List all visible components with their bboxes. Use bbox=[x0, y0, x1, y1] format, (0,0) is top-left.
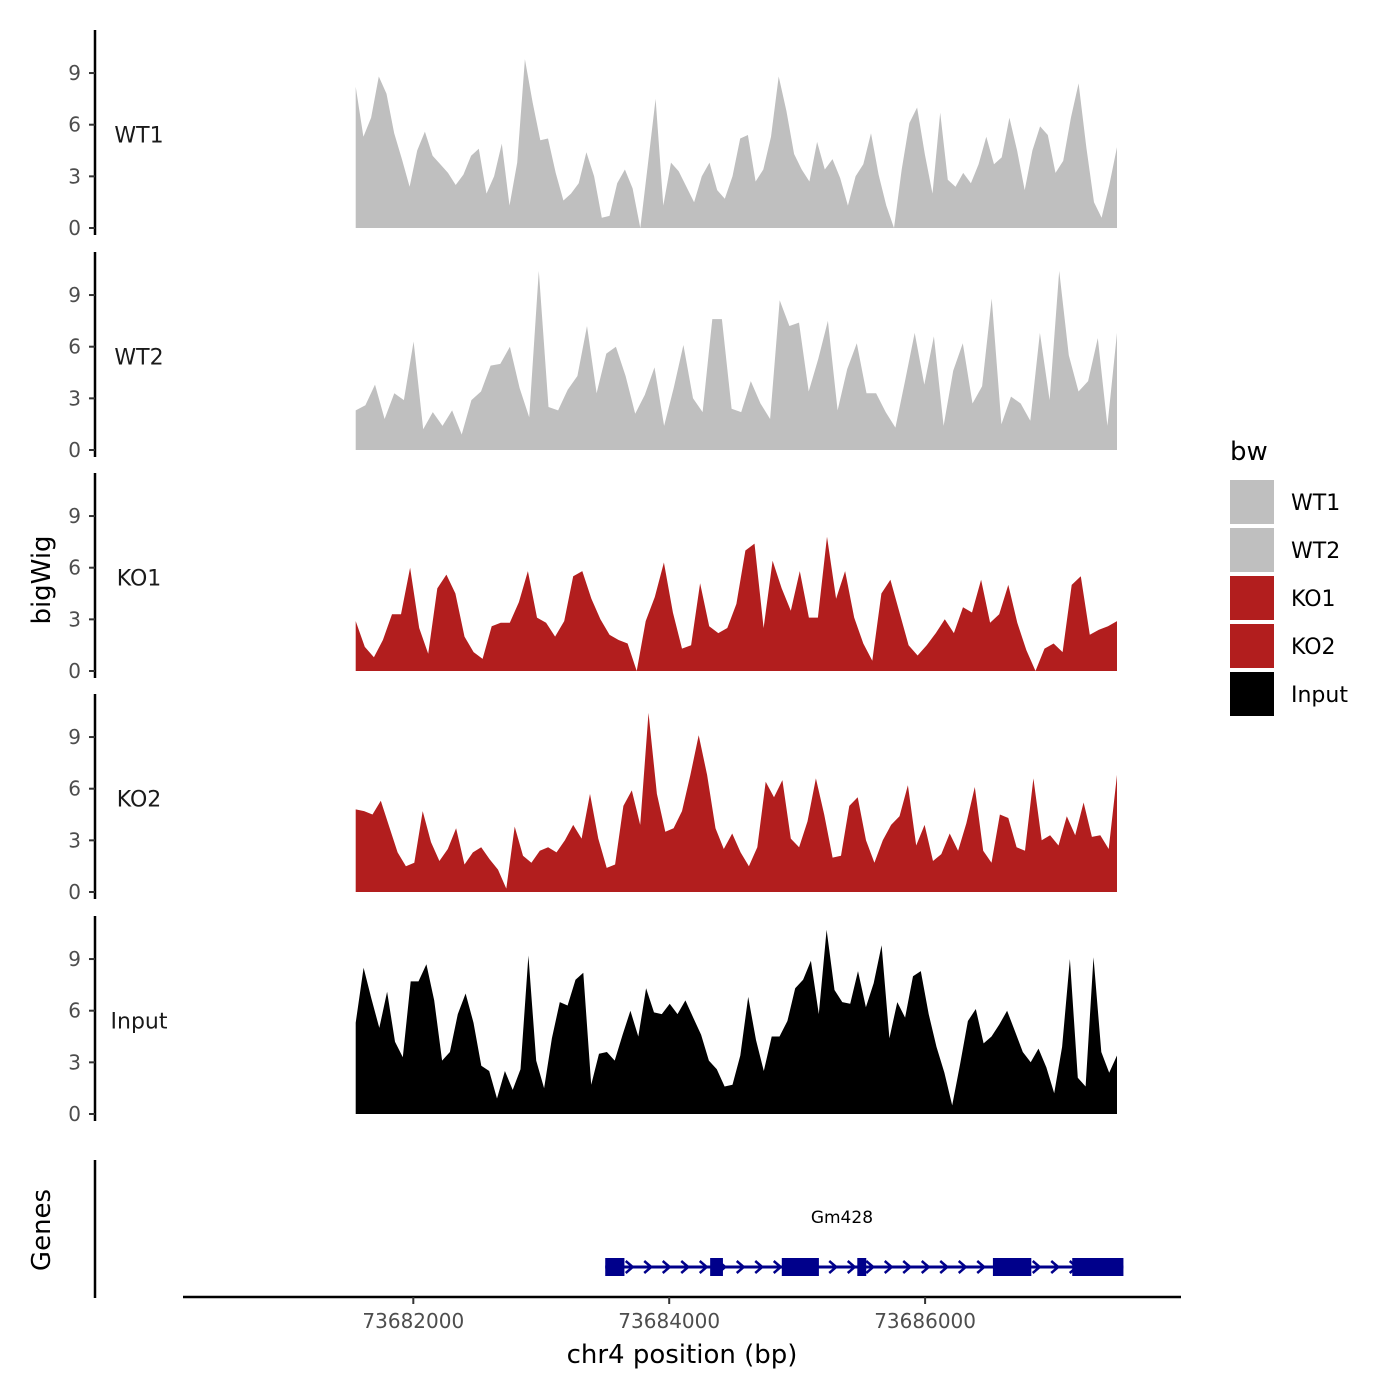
legend-label-wt1: WT1 bbox=[1291, 491, 1340, 516]
strand-arrow bbox=[772, 1260, 783, 1274]
y-tick-label: 9 bbox=[68, 504, 81, 528]
gene-exon bbox=[781, 1258, 819, 1276]
track-label-wt2: WT2 bbox=[114, 346, 163, 371]
y-tick-label: 3 bbox=[68, 164, 81, 188]
strand-arrow bbox=[643, 1260, 654, 1274]
legend-key-wt1 bbox=[1230, 480, 1274, 524]
legend-key-ko2 bbox=[1230, 624, 1274, 668]
y-tick-label: 0 bbox=[68, 659, 81, 683]
gene-name-label: Gm428 bbox=[811, 1208, 873, 1228]
legend-key-ko1 bbox=[1230, 576, 1274, 620]
track-input: 0 3 6 9 Input bbox=[68, 916, 1117, 1126]
coverage-tracks: 0 3 6 9 WT1 0 3 6 9 WT2 0 3 6 9 KO1 0 3 6 9 KO2 0 3 6 9 Input bbox=[68, 30, 1117, 1126]
track-wt1: 0 3 6 9 WT1 bbox=[68, 30, 1117, 240]
y-tick-label: 0 bbox=[68, 216, 81, 240]
strand-arrow bbox=[865, 1260, 876, 1274]
track-label-input: Input bbox=[111, 1010, 168, 1035]
x-axis: 73682000 73684000 73686000 bbox=[183, 1295, 1181, 1333]
gene-exon bbox=[857, 1258, 867, 1276]
legend: bw WT1 WT2 KO1 KO2 Input bbox=[1230, 437, 1348, 716]
legend-title: bw bbox=[1230, 437, 1268, 467]
strand-arrow bbox=[846, 1260, 857, 1274]
legend-key-wt2 bbox=[1230, 528, 1274, 572]
x-tick-label: 73684000 bbox=[618, 1309, 720, 1333]
gene-panel: Gm428 bbox=[93, 1160, 1124, 1298]
strand-arrow bbox=[1050, 1260, 1061, 1274]
y-tick-label: 6 bbox=[68, 113, 81, 137]
track-label-wt1: WT1 bbox=[114, 124, 163, 149]
strand-arrow bbox=[902, 1260, 913, 1274]
gene-exon bbox=[710, 1258, 723, 1276]
x-axis-title: chr4 position (bp) bbox=[567, 1340, 798, 1370]
strand-arrow bbox=[976, 1260, 987, 1274]
legend-label-ko1: KO1 bbox=[1291, 587, 1336, 612]
strand-arrow bbox=[735, 1260, 746, 1274]
genes-axis-title: Genes bbox=[27, 1189, 57, 1271]
legend-label-input: Input bbox=[1291, 683, 1348, 708]
track-label-ko2: KO2 bbox=[117, 788, 162, 813]
y-tick-label: 0 bbox=[68, 1102, 81, 1126]
area-wt2 bbox=[355, 270, 1117, 450]
track-ko2: 0 3 6 9 KO2 bbox=[68, 694, 1117, 904]
strand-arrow bbox=[883, 1260, 894, 1274]
legend-label-ko2: KO2 bbox=[1291, 635, 1336, 660]
y-tick-label: 3 bbox=[68, 386, 81, 410]
gene-exon bbox=[605, 1258, 625, 1276]
area-input bbox=[355, 929, 1117, 1114]
strand-arrow bbox=[661, 1260, 672, 1274]
gene-exon bbox=[992, 1258, 1032, 1276]
y-tick-label: 9 bbox=[68, 947, 81, 971]
area-ko1 bbox=[355, 536, 1117, 671]
y-tick-label: 9 bbox=[68, 283, 81, 307]
area-wt1 bbox=[355, 59, 1117, 228]
y-tick-label: 3 bbox=[68, 1050, 81, 1074]
gene-exon bbox=[1072, 1258, 1124, 1276]
track-ko1: 0 3 6 9 KO1 bbox=[68, 473, 1117, 683]
y-tick-label: 9 bbox=[68, 725, 81, 749]
x-tick-label: 73682000 bbox=[362, 1309, 464, 1333]
y-tick-label: 9 bbox=[68, 61, 81, 85]
y-tick-label: 6 bbox=[68, 999, 81, 1023]
strand-arrow bbox=[939, 1260, 950, 1274]
track-wt2: 0 3 6 9 WT2 bbox=[68, 252, 1117, 462]
strand-arrow bbox=[920, 1260, 931, 1274]
legend-label-wt2: WT2 bbox=[1291, 539, 1340, 564]
strand-arrow bbox=[828, 1260, 839, 1274]
y-tick-label: 3 bbox=[68, 607, 81, 631]
strand-arrow bbox=[1031, 1260, 1042, 1274]
y-tick-label: 3 bbox=[68, 828, 81, 852]
strand-arrow bbox=[754, 1260, 765, 1274]
y-tick-label: 0 bbox=[68, 438, 81, 462]
strand-arrow bbox=[957, 1260, 968, 1274]
strand-arrow bbox=[698, 1260, 709, 1274]
legend-key-input bbox=[1230, 672, 1274, 716]
y-tick-label: 6 bbox=[68, 556, 81, 580]
track-label-ko1: KO1 bbox=[117, 567, 162, 592]
y-tick-label: 6 bbox=[68, 335, 81, 359]
y-tick-label: 6 bbox=[68, 777, 81, 801]
area-ko2 bbox=[355, 712, 1117, 892]
strand-arrow bbox=[680, 1260, 691, 1274]
x-tick-label: 73686000 bbox=[874, 1309, 976, 1333]
y-axis-title: bigWig bbox=[27, 535, 57, 624]
y-tick-label: 0 bbox=[68, 880, 81, 904]
strand-arrow bbox=[624, 1260, 635, 1274]
